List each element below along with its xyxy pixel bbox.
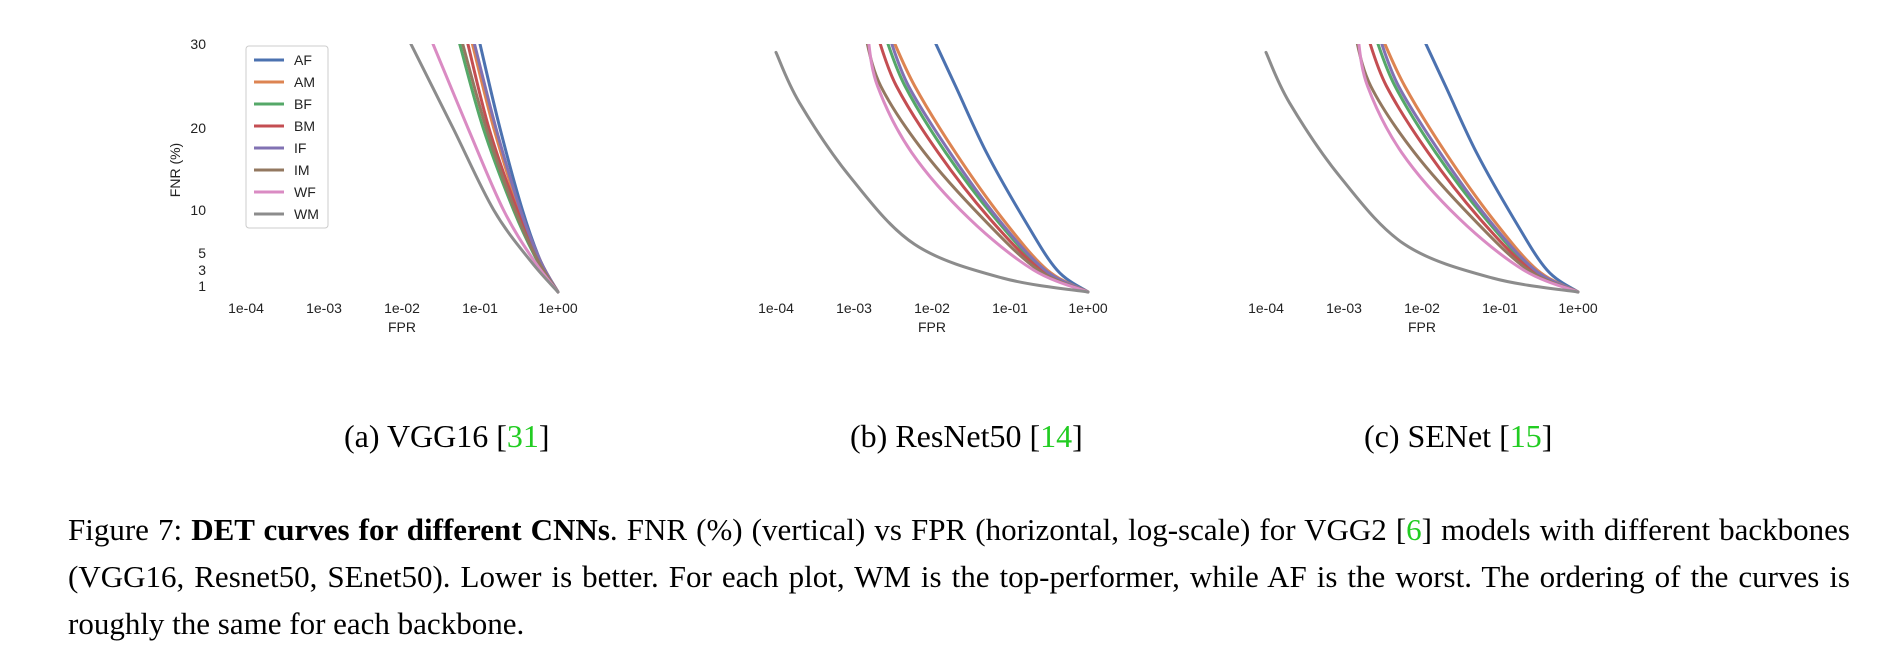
x-tick-label: 1e-04 xyxy=(228,300,264,316)
legend-label-wm: WM xyxy=(294,206,319,222)
series-line-bm xyxy=(878,44,1090,294)
x-tick-label: 1e-03 xyxy=(836,300,872,316)
legend-box xyxy=(245,45,329,229)
legend-label-bf: BF xyxy=(294,96,312,112)
series-line-wm xyxy=(409,44,560,294)
det-chart-vgg16: 1e-04 1e-03 1e-02 1e-01 1e+00 FPR 30 20 10 531 FNR… xyxy=(167,36,578,335)
legend-label-af: AF xyxy=(294,52,312,68)
series-line-im xyxy=(865,44,1090,294)
y-tick-label: 20 xyxy=(190,120,206,136)
x-tick-label: 1e-03 xyxy=(1326,300,1362,316)
y-axis-label: FNR (%) xyxy=(167,143,183,197)
series-line-if xyxy=(1380,44,1580,294)
figure-caption: Figure 7: DET curves for different CNNs.… xyxy=(68,506,1850,647)
subcaption-b-ref[interactable]: 14 xyxy=(1040,418,1073,454)
series-line-wm xyxy=(774,50,1090,294)
caption-bold-title: DET curves for different CNNs xyxy=(191,512,610,547)
series-line-im xyxy=(461,44,560,294)
x-tick-label: 1e-04 xyxy=(758,300,794,316)
series-group xyxy=(1264,44,1580,294)
x-tick-label: 1e+00 xyxy=(1558,300,1598,316)
series-line-wm xyxy=(1264,50,1580,294)
subcaption-a-close: ] xyxy=(538,418,550,454)
subcaption-b-close: ] xyxy=(1072,418,1083,454)
caption-label: Figure 7: xyxy=(68,512,192,547)
det-chart-senet: 1e-04 1e-03 1e-02 1e-01 1e+00 FPR xyxy=(1248,44,1598,335)
legend-label-wf: WF xyxy=(294,184,316,200)
x-tick-label: 1e-02 xyxy=(1404,300,1440,316)
subcaption-b: (b) ResNet50 [14] xyxy=(850,418,1083,458)
x-tick-label: 1e-02 xyxy=(914,300,950,316)
legend-label-im: IM xyxy=(294,162,310,178)
subcaption-c: (c) SENet [15] xyxy=(1364,418,1552,458)
subcaption-c-label: (c) SENet [ xyxy=(1364,418,1510,454)
legend-label-if: IF xyxy=(294,140,306,156)
series-line-if xyxy=(890,44,1090,294)
subcaption-a: (a) VGG16 [31] xyxy=(344,418,550,458)
series-line-wf xyxy=(867,44,1090,294)
caption-ref[interactable]: 6 xyxy=(1406,512,1422,547)
series-line-im xyxy=(1355,44,1580,294)
x-axis-label: FPR xyxy=(918,319,946,335)
x-axis-label: FPR xyxy=(388,319,416,335)
subcaption-c-ref[interactable]: 15 xyxy=(1509,418,1542,454)
series-line-af xyxy=(478,44,560,294)
y-tick-label: 10 xyxy=(190,202,206,218)
series-line-wf xyxy=(1357,44,1580,294)
caption-text-2: ] models with different backbones (VGG16… xyxy=(68,512,1850,641)
x-tick-label: 1e-01 xyxy=(992,300,1028,316)
x-tick-label: 1e+00 xyxy=(1068,300,1108,316)
series-group xyxy=(409,44,560,294)
series-line-if xyxy=(473,44,560,294)
x-tick-label: 1e-03 xyxy=(306,300,342,316)
series-line-bm xyxy=(1368,44,1580,294)
subcaption-a-label: (a) VGG16 [ xyxy=(344,418,507,454)
y-tick-label: 1 xyxy=(198,278,206,294)
legend-label-am: AM xyxy=(294,74,315,90)
series-line-wf xyxy=(431,44,560,294)
x-tick-label: 1e-02 xyxy=(384,300,420,316)
series-line-af xyxy=(1424,44,1580,294)
series-line-af xyxy=(934,44,1090,294)
x-axis-label: FPR xyxy=(1408,319,1436,335)
subcaption-a-ref[interactable]: 31 xyxy=(506,418,539,454)
subcaption-b-label: (b) ResNet50 [ xyxy=(850,418,1041,454)
series-group xyxy=(774,44,1090,294)
x-tick-label: 1e-01 xyxy=(462,300,498,316)
subcaption-c-close: ] xyxy=(1541,418,1553,454)
det-chart-resnet50: 1e-04 1e-03 1e-02 1e-01 1e+00 FPR xyxy=(758,44,1108,335)
y-tick-label: 30 xyxy=(190,36,206,52)
series-line-bf xyxy=(1376,44,1580,294)
legend-label-bm: BM xyxy=(294,118,315,134)
x-tick-label: 1e+00 xyxy=(538,300,578,316)
plots-row: 1e-04 1e-03 1e-02 1e-01 1e+00 FPR 30 20 10 5 3 1 FNR… xyxy=(167,36,1598,335)
y-tick-label: 5 xyxy=(198,245,206,261)
x-tick-label: 1e-04 xyxy=(1248,300,1284,316)
x-tick-label: 1e-01 xyxy=(1482,300,1518,316)
caption-text-1: . FNR (%) (vertical) vs FPR (horizontal,… xyxy=(609,512,1407,547)
y-tick-label: 3 xyxy=(198,262,206,278)
series-line-bf xyxy=(886,44,1090,294)
